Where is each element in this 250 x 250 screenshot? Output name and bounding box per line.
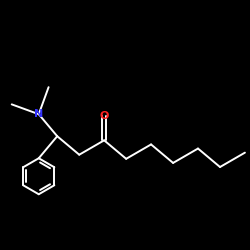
Text: O: O — [100, 111, 109, 121]
Text: N: N — [34, 109, 43, 119]
